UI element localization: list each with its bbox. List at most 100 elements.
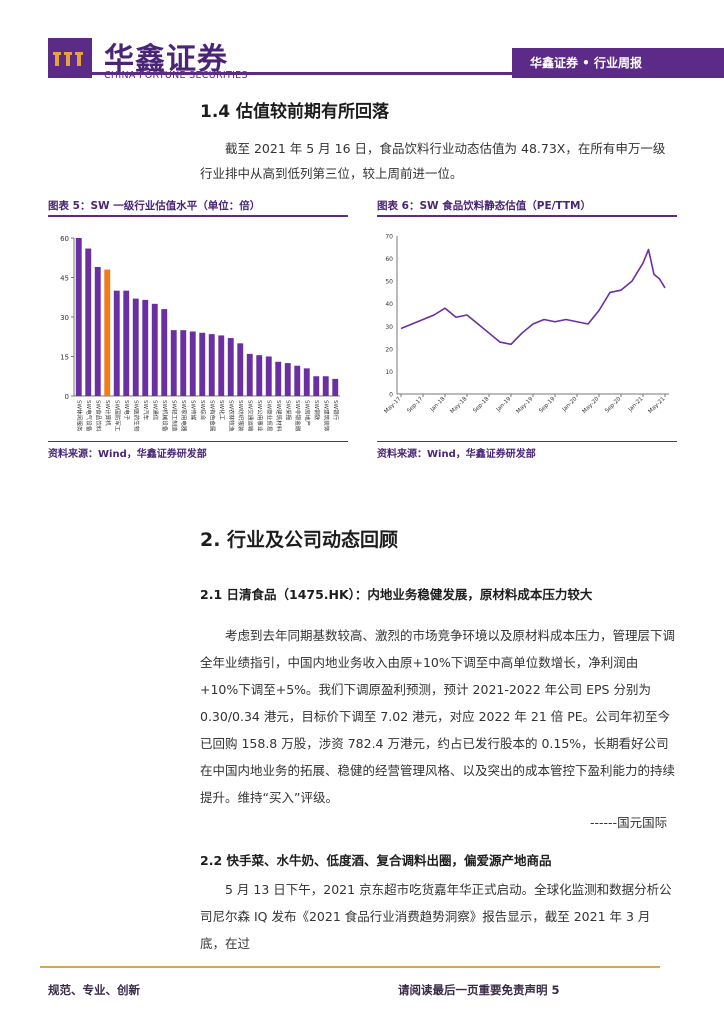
y-tick-label: 30 [60, 314, 69, 322]
bar [85, 248, 92, 396]
y-tick-label: 20 [385, 346, 393, 353]
y-tick-label: 45 [60, 275, 69, 283]
section-title: 1.4 估值较前期有所回落 [200, 102, 390, 122]
x-tick-label: SW非银金融 [294, 400, 302, 432]
section-2-title: 2. 行业及公司动态回顾 [200, 529, 399, 551]
bar [275, 361, 282, 396]
figure-6-bottom-rule [377, 441, 677, 442]
y-tick-label: 60 [60, 235, 69, 243]
bar [123, 290, 130, 396]
header-rule [92, 72, 512, 75]
x-tick-label: Sep-18 [472, 396, 490, 414]
subsection-2-1-paragraph: 考虑到去年同期基数较高、激烈的市场竞争环境以及原材料成本压力，管理层下调全年业绩… [200, 628, 676, 805]
logo-text-en: CHINA FORTUNE SECURITIES [104, 70, 248, 81]
x-tick-label: Jan-20 [561, 396, 579, 414]
bar [104, 269, 111, 396]
bar [294, 365, 301, 396]
bar [227, 338, 234, 396]
x-tick-label: SW建筑装饰 [322, 400, 330, 432]
bar [265, 356, 272, 396]
x-tick-label: SW化工 [218, 400, 226, 421]
bar [161, 309, 168, 396]
logo-mark-icon [53, 52, 83, 66]
x-tick-label: SW国防军工 [113, 400, 121, 432]
figure-5-top-rule [48, 215, 348, 217]
y-tick-label: 0 [65, 393, 69, 401]
y-tick-label: 0 [389, 392, 393, 399]
y-tick-label: 70 [385, 234, 393, 241]
x-tick-label: SW采掘 [284, 400, 292, 421]
header-tag: 华鑫证券 • 行业周报 [512, 48, 724, 78]
subsection-2-2-title: 2.2 快手菜、水牛奶、低度酒、复合调料出圈，偏爱源产地商品 [200, 853, 552, 868]
bar [180, 330, 187, 396]
subsection-2-1-title: 2.1 日清食品（1475.HK）：内地业务稳健发展，原材料成本压力较大 [200, 587, 593, 602]
bar [142, 299, 149, 396]
x-tick-label: Sep-19 [538, 396, 556, 414]
bar [94, 266, 101, 396]
x-tick-label: SW家用电器 [180, 400, 188, 432]
x-tick-label: SW公用事业 [256, 400, 264, 432]
bar [151, 303, 158, 396]
x-tick-label: SW钢铁 [313, 400, 321, 421]
logo-text-cn: 华鑫证券 [104, 42, 228, 77]
x-tick-label: SW纺织服装 [237, 400, 245, 432]
x-tick-label: SW机械设备 [161, 400, 169, 432]
y-tick-label: 15 [60, 354, 69, 362]
subsection-2-1-signature: ------国元国际 [590, 815, 668, 830]
x-tick-label: Jan-18 [429, 396, 447, 414]
y-tick-label: 30 [385, 324, 393, 331]
bar [332, 378, 339, 396]
bar [218, 335, 225, 396]
footer-rule [40, 966, 660, 968]
x-tick-label: SW有色金属 [208, 400, 216, 432]
x-tick-label: SW交通运输 [246, 400, 254, 432]
x-tick-label: May-17 [384, 396, 403, 415]
x-tick-label: SW食品饮料 [94, 400, 102, 432]
bar [256, 355, 263, 396]
figure-6-source: 资料来源：Wind，华鑫证券研发部 [377, 449, 536, 460]
x-tick-label: SW计算机 [104, 400, 112, 426]
series-line [400, 248, 666, 346]
x-tick-label: Jan-19 [495, 396, 513, 414]
x-tick-label: SW房地产 [303, 400, 311, 426]
figure-6-top-rule [377, 215, 677, 217]
x-tick-label: May-18 [450, 396, 469, 415]
bar [313, 376, 320, 396]
figure-5-title: 图表 5：SW 一级行业估值水平（单位：倍） [48, 200, 261, 212]
footer-disclaimer: 请阅读最后一页重要免责声明 5 [398, 983, 560, 997]
x-tick-label: SW轻工制造 [170, 400, 178, 432]
bar [208, 334, 215, 396]
bar [132, 298, 139, 396]
x-tick-label: SW汽车 [142, 400, 150, 421]
x-tick-label: Sep-20 [604, 396, 622, 414]
x-tick-label: SW银行 [332, 400, 340, 421]
x-tick-label: SW商业贸易 [265, 400, 273, 432]
footer-motto: 规范、专业、创新 [48, 983, 140, 997]
bar [237, 343, 244, 396]
y-tick-label: 60 [385, 256, 393, 263]
x-tick-label: SW医药生物 [132, 400, 140, 432]
x-tick-label: SW综合 [199, 400, 207, 421]
figure-6-title: 图表 6：SW 食品饮料静态估值（PE/TTM） [377, 200, 591, 212]
bar [322, 376, 329, 396]
x-tick-label: SW传媒 [189, 400, 197, 421]
x-tick-label: SW休闲服务 [75, 400, 83, 432]
x-tick-label: May-21 [648, 396, 667, 415]
bar [246, 353, 253, 396]
y-tick-label: 40 [385, 301, 393, 308]
bar [113, 290, 120, 396]
bar [170, 330, 177, 396]
y-tick-label: 10 [385, 369, 393, 376]
x-tick-label: SW建筑材料 [275, 400, 283, 432]
section-paragraph: 截至 2021 年 5 月 16 日，食品饮料行业动态估值为 48.73X，在所… [200, 141, 666, 181]
figure-5-source: 资料来源：Wind，华鑫证券研发部 [48, 449, 207, 460]
subsection-2-2-paragraph: 5 月 13 日下午，2021 京东超市吃货嘉年华正式启动。全球化监测和数据分析… [200, 882, 672, 951]
x-tick-label: Jan-21 [627, 396, 645, 414]
bar [303, 368, 310, 396]
bar [189, 331, 196, 396]
x-tick-label: Sep-17 [406, 396, 424, 414]
x-tick-label: SW电子 [123, 400, 131, 421]
logo-mark [48, 38, 92, 78]
